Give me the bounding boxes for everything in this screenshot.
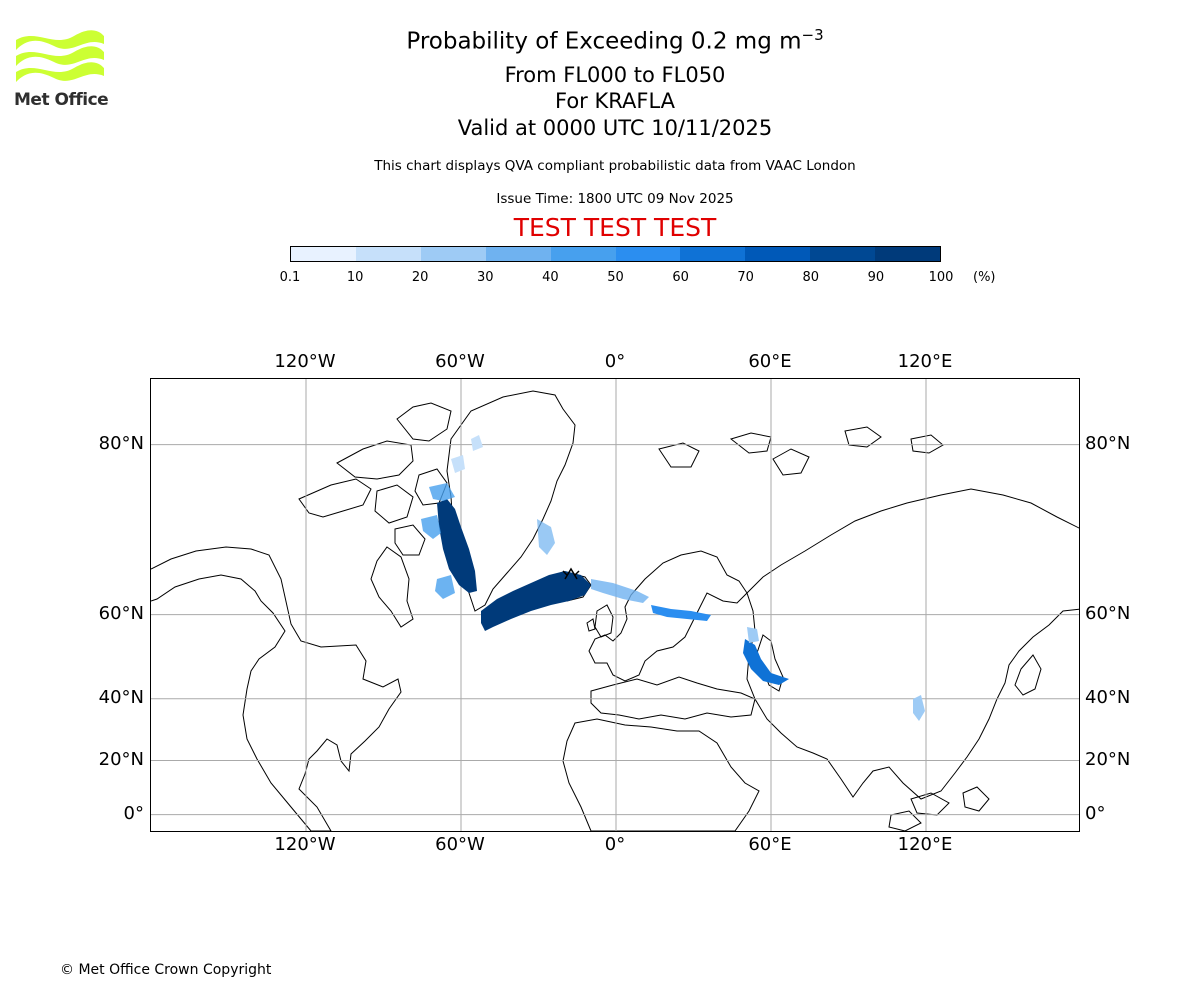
latitude-tick-label: 40°N (1085, 686, 1131, 708)
colorbar-segment (745, 247, 811, 261)
colorbar-tick-label: 60 (672, 270, 689, 285)
uk-coast (586, 604, 614, 638)
plume-davis-strait (437, 499, 477, 593)
map-canvas (151, 379, 1079, 831)
colorbar-segment (810, 247, 876, 261)
colorbar-segment (680, 247, 746, 261)
plume-baffin-fringe (421, 483, 455, 599)
flight-level-range: From FL000 to FL050 (504, 63, 726, 87)
latitude-tick-label: 0° (1085, 802, 1106, 824)
graticule (151, 379, 1079, 831)
colorbar-segment (420, 247, 486, 261)
ash-probability-plume (421, 435, 925, 721)
japan-coast (1014, 654, 1042, 696)
colorbar-tick-label: 50 (607, 270, 624, 285)
chart-description: This chart displays QVA compliant probab… (374, 158, 856, 174)
colorbar-tick-label: 40 (542, 270, 559, 285)
latitude-tick-label: 20°N (98, 748, 144, 770)
plume-greenland-north (451, 435, 483, 473)
plume-caspian (743, 639, 789, 685)
latitude-tick-label: 80°N (98, 432, 144, 454)
plume-east-china (913, 695, 925, 721)
colorbar-segment (550, 247, 616, 261)
latitude-tick-label: 40°N (98, 686, 144, 708)
title-exponent: −3 (801, 26, 824, 44)
longitude-tick-label: 0° (604, 351, 626, 372)
colorbar-tick-label: 80 (802, 270, 820, 285)
longitude-tick-label: 120°E (897, 351, 953, 372)
met-office-logo-icon (16, 30, 104, 82)
issue-time: Issue Time: 1800 UTC 09 Nov 2025 (496, 191, 734, 207)
mediterranean-coast (590, 676, 756, 720)
colorbar-tick-label: 0.1 (279, 270, 301, 285)
canadian-arctic-islands (298, 402, 452, 556)
southeast-asia-islands (888, 786, 990, 831)
longitude-tick-label: 120°W (274, 834, 336, 855)
test-banner: TEST TEST TEST (513, 213, 717, 242)
colorbar (290, 246, 941, 262)
colorbar-segment (355, 247, 421, 261)
copyright-notice: © Met Office Crown Copyright (60, 962, 272, 978)
longitude-tick-label: 60°W (435, 351, 485, 372)
arctic-islands-russia (658, 426, 944, 476)
latitude-tick-label: 60°N (98, 602, 144, 624)
latitude-tick-label: 80°N (1085, 432, 1131, 454)
latitude-tick-label: 0° (123, 802, 144, 824)
plume-greenland-iceland (481, 571, 591, 631)
hudson-bay-coast (370, 546, 414, 628)
colorbar-tick-label: 100 (928, 270, 954, 285)
volcano-marker (562, 567, 580, 580)
longitude-tick-label: 0° (604, 834, 626, 855)
chart-title: Probability of Exceeding 0.2 mg m−3 (406, 26, 824, 55)
plume-norwegian-sea (591, 579, 649, 603)
longitude-tick-label: 120°E (897, 834, 953, 855)
africa-coast (562, 718, 760, 831)
latitude-tick-label: 60°N (1085, 602, 1131, 624)
colorbar-tick-label: 30 (477, 270, 494, 285)
longitude-tick-label: 120°W (274, 351, 336, 372)
longitude-tick-label: 60°E (748, 834, 792, 855)
asia-coast (746, 488, 1079, 800)
colorbar-tick-label: 20 (411, 270, 429, 285)
longitude-tick-label: 60°E (748, 351, 792, 372)
volcano-icon (562, 567, 580, 580)
latitude-tick-label: 20°N (1085, 748, 1131, 770)
volcano-name: For KRAFLA (555, 89, 675, 113)
longitude-tick-label: 60°W (435, 834, 485, 855)
colorbar-unit: (%) (973, 270, 996, 285)
colorbar-segment (485, 247, 551, 261)
colorbar-segment (291, 247, 356, 261)
plume-greenland-east (537, 519, 555, 555)
colorbar-tick-label: 70 (737, 270, 754, 285)
plume-scandinavia (651, 605, 711, 621)
met-office-logo-text: Met Office (14, 90, 109, 110)
colorbar-tick-label: 10 (346, 270, 364, 285)
valid-time: Valid at 0000 UTC 10/11/2025 (457, 116, 773, 140)
colorbar-tick-label: 90 (867, 270, 885, 285)
plume-caspian-fringe (747, 627, 759, 643)
met-office-logo: Met Office (14, 30, 109, 112)
colorbar-segment (875, 247, 941, 261)
map-panel (150, 378, 1080, 832)
north-america-coast (151, 546, 402, 831)
colorbar-segment (615, 247, 681, 261)
